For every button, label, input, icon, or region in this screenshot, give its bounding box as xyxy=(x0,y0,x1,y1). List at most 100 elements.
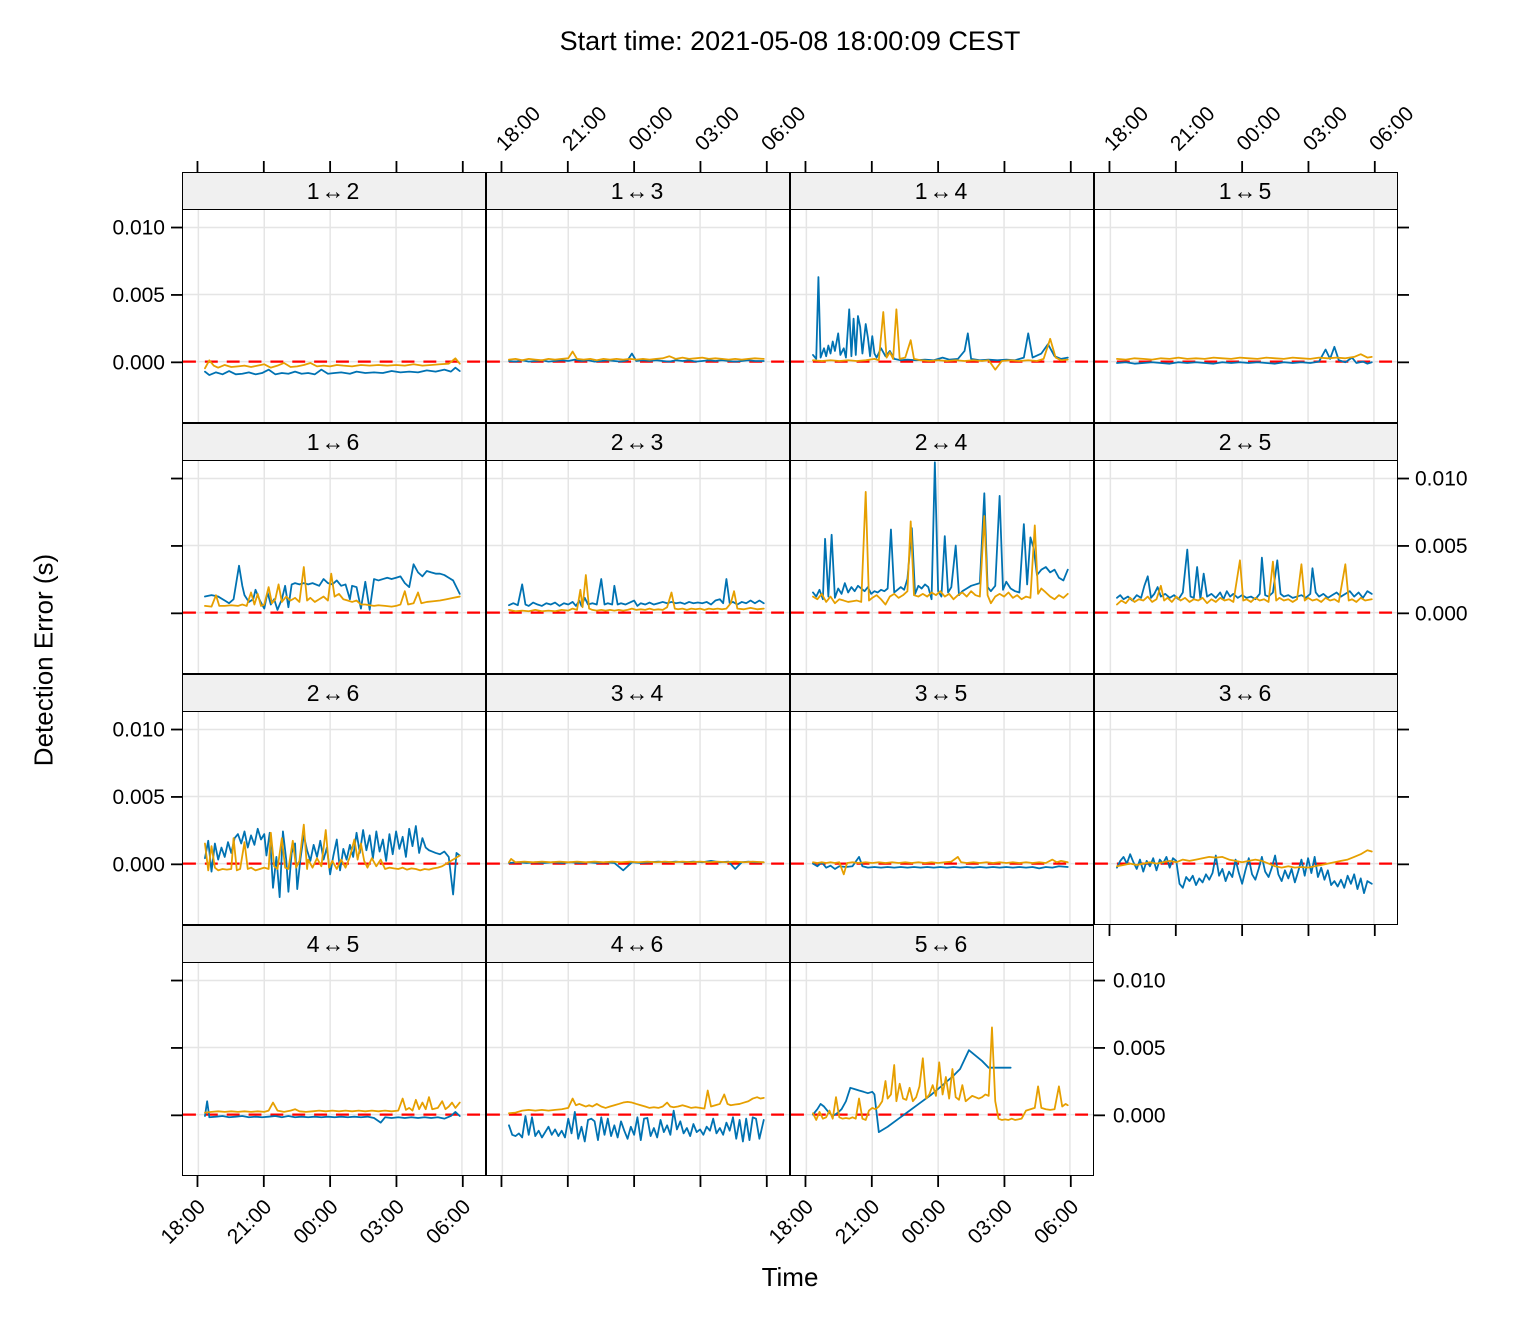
tick-label: 00:00 xyxy=(1232,102,1285,155)
series-line-blue xyxy=(1116,548,1373,602)
series-line-blue xyxy=(812,276,1069,362)
plot-area xyxy=(791,963,1093,1175)
tick-label: 21:00 xyxy=(1166,102,1219,155)
panel-strip-label: 4↔5 xyxy=(183,926,485,963)
series-line-orange xyxy=(1116,353,1373,361)
series-line-orange xyxy=(508,574,765,613)
tick-label: 21:00 xyxy=(831,1195,884,1248)
tick-label: 0.000 xyxy=(112,351,165,374)
plot-area xyxy=(791,461,1093,673)
y-axis-label: Detection Error (s) xyxy=(28,553,59,767)
tick-label: 0.005 xyxy=(112,786,165,809)
tick-label: 06:00 xyxy=(1030,1195,1083,1248)
tick-label: 0.005 xyxy=(112,284,165,307)
tick-label: 03:00 xyxy=(1299,102,1352,155)
tick-label: 06:00 xyxy=(1365,102,1418,155)
panel-2↔6: 2↔6 xyxy=(182,674,486,925)
tick-label: 00:00 xyxy=(624,102,677,155)
plot-area xyxy=(791,210,1093,422)
tick-label: 03:00 xyxy=(964,1195,1017,1248)
panel-strip-label: 1↔5 xyxy=(1095,173,1397,210)
plot-area xyxy=(1095,461,1397,673)
series-line-blue xyxy=(204,366,461,376)
series-line-orange xyxy=(812,490,1069,606)
panel-strip-label: 1↔4 xyxy=(791,173,1093,210)
tick-label: 21:00 xyxy=(223,1195,276,1248)
series-line-blue xyxy=(508,352,765,363)
tick-label: 06:00 xyxy=(422,1195,475,1248)
series-line-blue xyxy=(1116,345,1373,365)
series-line-orange xyxy=(1116,559,1373,606)
series-line-orange xyxy=(812,308,1069,371)
series-line-orange xyxy=(204,1096,461,1114)
series-line-blue xyxy=(812,461,1069,601)
panel-strip-label: 1↔3 xyxy=(487,173,789,210)
tick-label: 0.010 xyxy=(112,719,165,742)
panel-4↔6: 4↔6 xyxy=(486,925,790,1176)
panel-1↔4: 1↔4 xyxy=(790,172,1094,423)
panel-strip-label: 2↔4 xyxy=(791,424,1093,461)
panel-strip-label: 4↔6 xyxy=(487,926,789,963)
tick-label: 0.005 xyxy=(1415,535,1468,558)
panel-3↔6: 3↔6 xyxy=(1094,674,1398,925)
panel-4↔5: 4↔5 xyxy=(182,925,486,1176)
tick-label: 0.000 xyxy=(112,853,165,876)
series-line-orange xyxy=(508,350,765,362)
plot-area xyxy=(487,461,789,673)
series-line-orange xyxy=(204,823,461,872)
tick-label: 06:00 xyxy=(757,102,810,155)
plot-area xyxy=(487,963,789,1175)
panel-strip-label: 3↔4 xyxy=(487,675,789,712)
series-line-blue xyxy=(508,578,765,607)
series-line-orange xyxy=(204,357,461,370)
series-line-orange xyxy=(508,1089,765,1115)
series-line-blue xyxy=(204,1100,461,1124)
panel-1↔5: 1↔5 xyxy=(1094,172,1398,423)
plot-area xyxy=(1095,210,1397,422)
tick-label: 18:00 xyxy=(765,1195,818,1248)
plot-area xyxy=(791,712,1093,924)
panel-2↔5: 2↔5 xyxy=(1094,423,1398,674)
tick-label: 18:00 xyxy=(157,1195,210,1248)
series-line-orange xyxy=(1116,849,1373,869)
series-line-blue xyxy=(812,1049,1012,1133)
tick-label: 18:00 xyxy=(492,102,545,155)
tick-label: 0.010 xyxy=(1415,468,1468,491)
panel-3↔4: 3↔4 xyxy=(486,674,790,925)
plot-area xyxy=(487,210,789,422)
x-axis-label: Time xyxy=(761,1262,819,1292)
chart-title: Start time: 2021-05-08 18:00:09 CEST xyxy=(559,26,1021,56)
plot-area xyxy=(487,712,789,924)
series-line-orange xyxy=(812,1026,1069,1121)
trellis-panel-grid: 1↔2 1↔3 1↔4 1↔5 1↔6 2↔3 2↔4 2↔5 2↔6 3↔4 3↔5 3↔6 4↔5 4… xyxy=(182,172,1398,1176)
tick-label: 00:00 xyxy=(897,1195,950,1248)
tick-label: 0.000 xyxy=(1415,602,1468,625)
tick-label: 00:00 xyxy=(289,1195,342,1248)
panel-3↔5: 3↔5 xyxy=(790,674,1094,925)
series-line-orange xyxy=(204,566,461,608)
series-line-blue xyxy=(508,1109,765,1143)
tick-label: 0.010 xyxy=(112,217,165,240)
plot-area xyxy=(183,963,485,1175)
panel-1↔2: 1↔2 xyxy=(182,172,486,423)
panel-5↔6: 5↔6 xyxy=(790,925,1094,1176)
series-line-blue xyxy=(1116,853,1373,895)
panel-1↔3: 1↔3 xyxy=(486,172,790,423)
panel-2↔4: 2↔4 xyxy=(790,423,1094,674)
plot-area xyxy=(183,210,485,422)
panel-2↔3: 2↔3 xyxy=(486,423,790,674)
tick-label: 03:00 xyxy=(356,1195,409,1248)
panel-strip-label: 5↔6 xyxy=(791,926,1093,963)
panel-strip-label: 2↔6 xyxy=(183,675,485,712)
plot-area xyxy=(183,461,485,673)
panel-strip-label: 1↔6 xyxy=(183,424,485,461)
series-line-blue xyxy=(812,856,1069,870)
plot-area xyxy=(1095,712,1397,924)
panel-strip-label: 1↔2 xyxy=(183,173,485,210)
panel-strip-label: 3↔6 xyxy=(1095,675,1397,712)
panel-strip-label: 3↔5 xyxy=(791,675,1093,712)
tick-label: 18:00 xyxy=(1100,102,1153,155)
tick-label: 21:00 xyxy=(558,102,611,155)
panel-strip-label: 2↔3 xyxy=(487,424,789,461)
series-line-orange xyxy=(812,856,1069,876)
